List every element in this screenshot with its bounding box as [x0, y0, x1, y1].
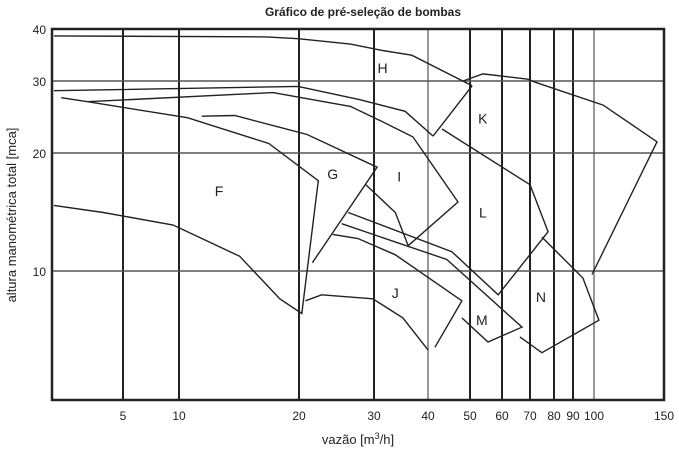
outline-l-bottom	[347, 128, 549, 296]
region-label-G: G	[327, 166, 338, 182]
x-tick-label: 100	[584, 409, 604, 423]
chart-title: Gráfico de pré-seleção de bombas	[265, 5, 461, 19]
y-tick-label: 40	[33, 23, 47, 37]
x-tick-label: 10	[172, 409, 186, 423]
x-tick-label: 5	[120, 409, 127, 423]
x-tick-label: 150	[654, 409, 674, 423]
x-tick-labels: 5 10 20 30 40 50 60 70 80 90 100 150	[120, 409, 675, 423]
x-tick-label: 70	[523, 409, 537, 423]
region-label-I: I	[397, 169, 401, 185]
outline-h-top	[53, 35, 473, 87]
grid	[52, 29, 664, 400]
outline-j-bottom	[305, 294, 429, 351]
outline-line-b	[61, 91, 459, 247]
y-tick-label: 30	[33, 75, 47, 89]
outline-line-a	[53, 85, 434, 137]
region-label-F: F	[215, 183, 224, 199]
outline-j-top	[332, 233, 463, 348]
y-axis-label: altura manométrica total [mca]	[4, 128, 19, 303]
outline-k-left	[432, 85, 473, 137]
outline-k-top	[462, 73, 658, 275]
region-label-L: L	[479, 205, 487, 221]
region-label-M: M	[476, 312, 488, 328]
outline-f-boundary	[53, 101, 320, 315]
x-tick-label: 40	[421, 409, 435, 423]
x-axis-label-base: vazão [m	[322, 432, 375, 447]
x-tick-label: 30	[367, 409, 381, 423]
region-label-K: K	[478, 110, 488, 126]
x-tick-label: 60	[495, 409, 509, 423]
x-tick-label: 20	[292, 409, 306, 423]
x-axis-label-end: /h]	[380, 432, 394, 447]
outline-i-inner	[365, 184, 409, 246]
x-tick-label: 90	[566, 409, 580, 423]
y-tick-labels: 10 20 30 40	[33, 23, 47, 279]
outline-g-top	[201, 114, 379, 264]
plot-frame	[50, 27, 666, 402]
y-tick-label: 10	[33, 265, 47, 279]
region-label-N: N	[536, 289, 546, 305]
x-tick-label: 50	[463, 409, 477, 423]
region-outlines	[53, 35, 658, 354]
x-axis-label: vazão [m3/h]	[322, 431, 394, 447]
region-labels: H K G I F L J N M	[215, 60, 546, 328]
x-tick-label: 80	[547, 409, 561, 423]
region-label-J: J	[392, 285, 399, 301]
region-label-H: H	[377, 60, 387, 76]
outline-m-boundary	[341, 223, 524, 343]
y-tick-label: 20	[33, 147, 47, 161]
outline-n-boundary	[519, 236, 600, 354]
x-axis-label-superscript: 3	[375, 431, 380, 441]
